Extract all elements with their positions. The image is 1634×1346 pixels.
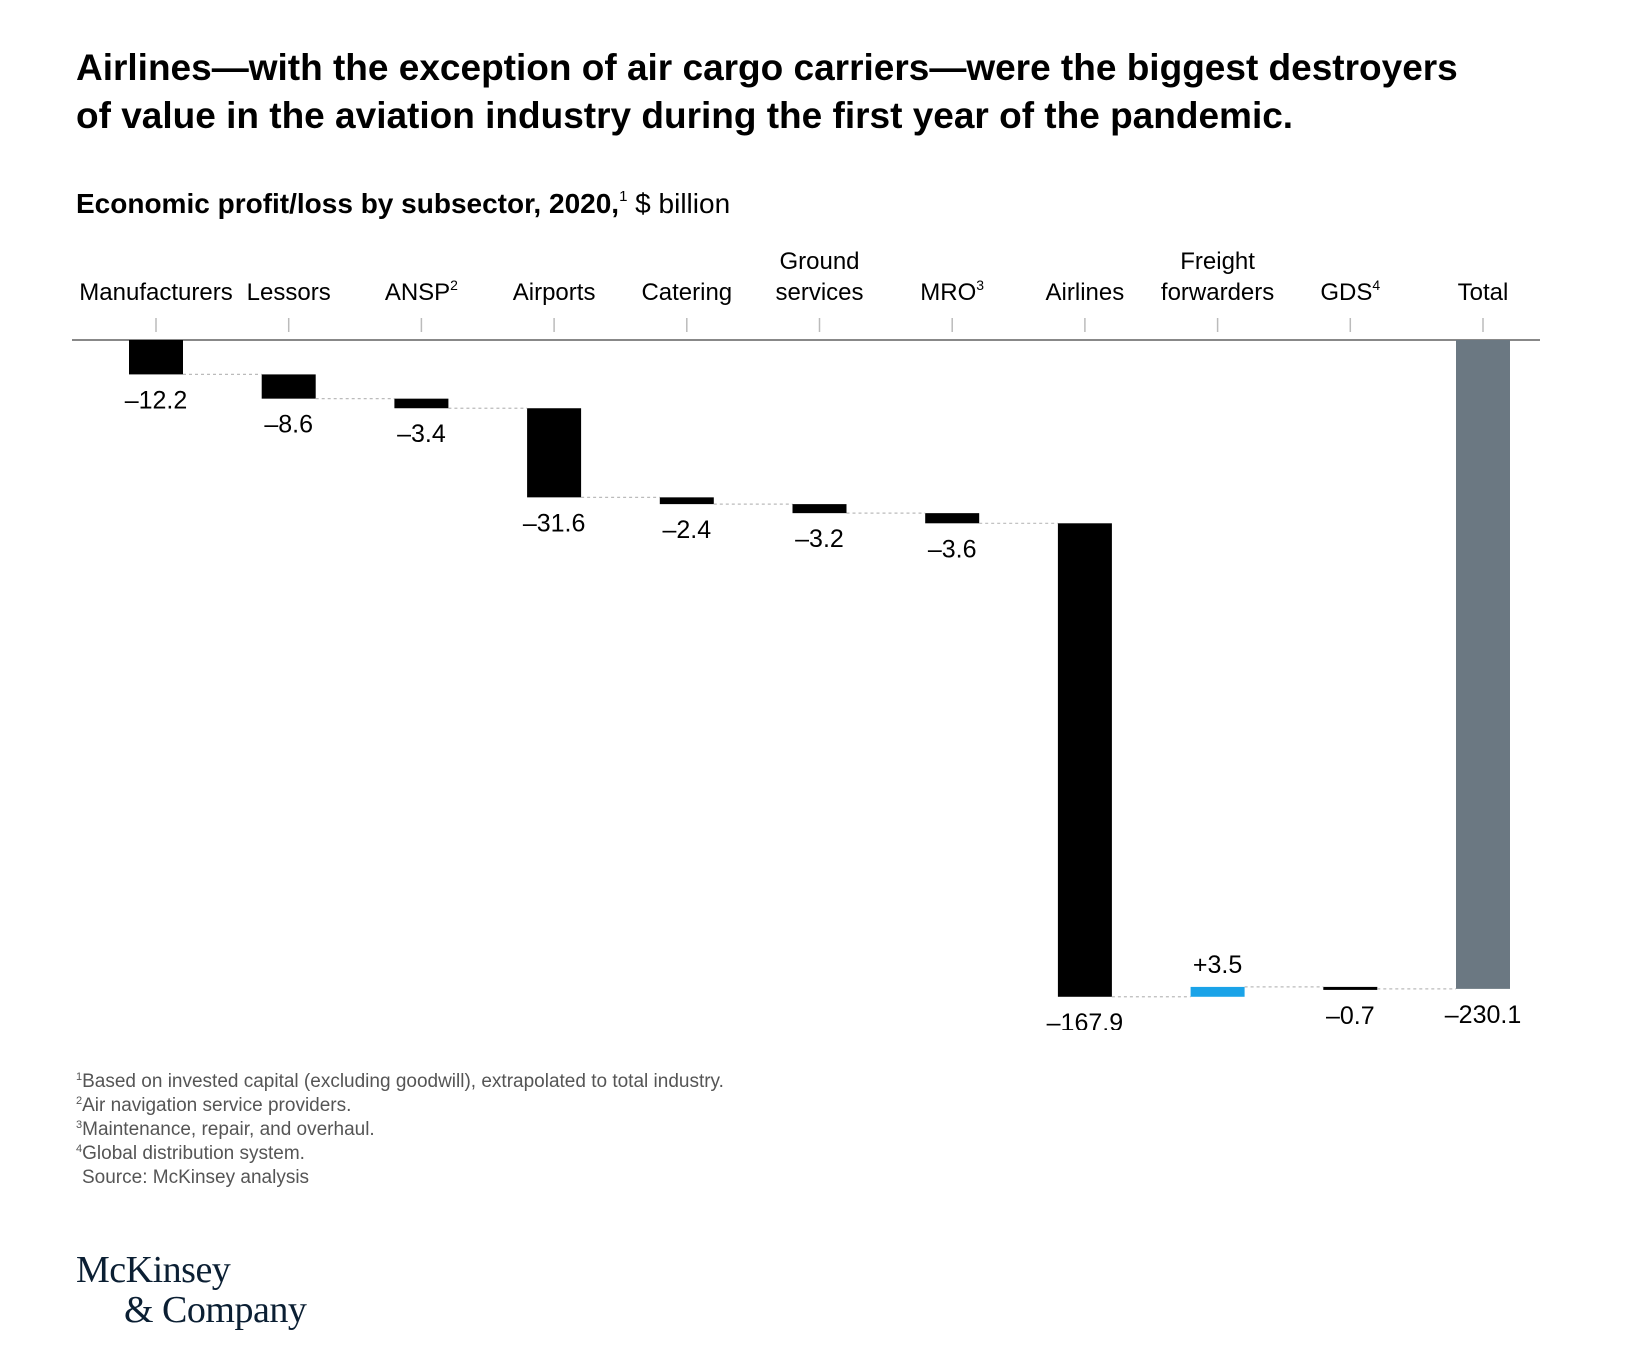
waterfall-chart: Manufacturers –12.2 Lessors –8.6 ANSP2 –3.4 Ai… [72, 248, 1540, 1030]
footnote-3: 3Maintenance, repair, and overhaul. [76, 1118, 724, 1142]
category-label-airports: Airports [513, 279, 596, 306]
bar-manufacturers [129, 340, 183, 375]
headline-line-1: Airlines—with the exception of air cargo… [76, 47, 1458, 88]
value-label-catering: –2.4 [662, 516, 711, 544]
footnote-3-text: Maintenance, repair, and overhaul. [82, 1119, 375, 1140]
chart-headline: Airlines—with the exception of air cargo… [76, 44, 1576, 140]
headline-line-2: of value in the aviation industry during… [76, 95, 1294, 136]
subtitle-main: Economic profit/loss by subsector, 2020, [76, 188, 620, 219]
value-label-airports: –31.6 [523, 509, 586, 537]
footnote-4-marker: 4 [76, 1143, 83, 1155]
bar-mro [925, 513, 980, 524]
subtitle-footnote-ref: 1 [619, 188, 628, 205]
category-label-mro: MRO3 [920, 277, 984, 306]
bar-freight-forwarders [1190, 986, 1245, 997]
value-label-ansp: –3.4 [397, 420, 446, 448]
bar-ansp [394, 398, 449, 409]
value-label-ground-services: –3.2 [795, 525, 844, 553]
subtitle-unit: $ billion [627, 188, 731, 219]
bar-ground-services [792, 504, 847, 514]
category-label-lessors: Lessors [247, 279, 331, 306]
category-label-freight-forwarders-2: forwarders [1161, 279, 1274, 306]
category-label-gds: GDS4 [1320, 277, 1380, 306]
category-label-ground-services-2: services [775, 279, 863, 306]
category-label-freight-forwarders-1: Freight [1180, 248, 1255, 275]
source-note: Source: McKinsey analysis [82, 1167, 310, 1188]
footnote-1-marker: 1 [76, 1071, 83, 1083]
footnote-2-marker: 2 [76, 1095, 83, 1107]
category-label-airlines: Airlines [1046, 279, 1125, 306]
value-label-airlines: –167.9 [1047, 1009, 1123, 1030]
bar-airports [527, 408, 582, 498]
chart-subtitle: Economic profit/loss by subsector, 2020,… [76, 186, 730, 222]
value-label-freight-forwarders: +3.5 [1193, 951, 1242, 979]
category-label-ground-services-1: Ground [779, 248, 859, 275]
footnotes: 1Based on invested capital (excluding go… [76, 1070, 724, 1190]
mckinsey-logo: McKinsey & Company [76, 1249, 307, 1331]
logo-line-2: & Company [124, 1289, 307, 1331]
value-label-manufacturers: –12.2 [125, 386, 188, 414]
footnote-3-marker: 3 [76, 1119, 83, 1131]
footnote-4-text: Global distribution system. [82, 1143, 305, 1164]
footnote-4: 4Global distribution system. [76, 1142, 724, 1166]
value-label-lessors: –8.6 [264, 411, 313, 439]
category-label-ansp: ANSP2 [385, 277, 458, 306]
value-label-total: –230.1 [1445, 1001, 1521, 1029]
category-label-total: Total [1458, 279, 1509, 306]
bar-total [1456, 340, 1510, 989]
logo-line-1: McKinsey [76, 1249, 231, 1291]
category-label-catering: Catering [641, 279, 732, 306]
footnote-2-text: Air navigation service providers. [82, 1095, 352, 1116]
bar-airlines [1057, 523, 1112, 997]
category-label-manufacturers: Manufacturers [79, 279, 232, 306]
value-label-gds: –0.7 [1326, 1002, 1375, 1030]
footnote-1-text: Based on invested capital (excluding goo… [82, 1071, 724, 1092]
footnote-2: 2Air navigation service providers. [76, 1094, 724, 1118]
bar-lessors [261, 374, 316, 399]
footnote-1: 1Based on invested capital (excluding go… [76, 1070, 724, 1094]
bar-gds [1323, 986, 1378, 990]
bar-catering [659, 497, 714, 505]
value-label-mro: –3.6 [928, 535, 977, 563]
